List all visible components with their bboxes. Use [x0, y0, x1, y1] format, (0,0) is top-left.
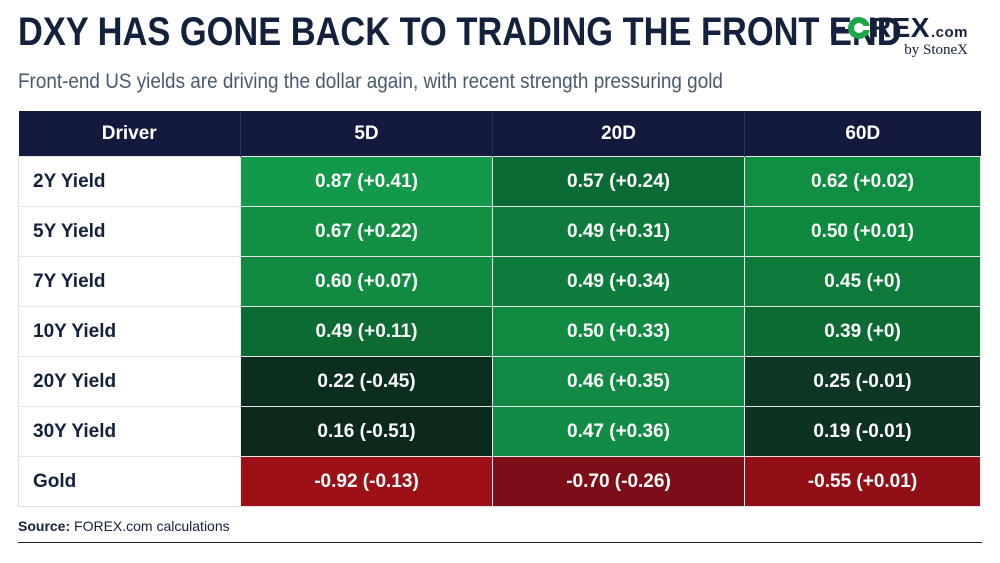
driver-label: 10Y Yield: [18, 306, 241, 357]
column-header-5d: 5D: [240, 111, 493, 157]
correlation-cell: 0.16 (-0.51): [240, 406, 493, 457]
correlation-cell: 0.47 (+0.36): [492, 406, 745, 457]
table-header-row: Driver 5D 20D 60D: [18, 111, 981, 157]
logo-text-post: REX: [870, 12, 930, 43]
correlation-cell: 0.49 (+0.11): [240, 306, 493, 357]
footer-divider: [18, 542, 982, 543]
table-row: Gold -0.92 (-0.13) -0.70 (-0.26) -0.55 (+0.…: [18, 456, 981, 507]
column-header-driver: Driver: [18, 111, 241, 157]
correlation-cell: 0.25 (-0.01): [744, 356, 981, 407]
table-row: 30Y Yield 0.16 (-0.51) 0.47 (+0.36) 0.19 (-…: [18, 406, 981, 457]
table-row: 5Y Yield 0.67 (+0.22) 0.49 (+0.31) 0.50 (+0…: [18, 206, 981, 257]
correlation-cell: -0.55 (+0.01): [744, 456, 981, 507]
column-header-20d: 20D: [492, 111, 745, 157]
chart-title: DXY HAS GONE BACK TO TRADING THE FRONT E…: [18, 10, 902, 54]
source-note: Source: FOREX.com calculations: [18, 518, 230, 534]
table-row: 7Y Yield 0.60 (+0.07) 0.49 (+0.34) 0.45 (+0…: [18, 256, 981, 307]
table-row: 10Y Yield 0.49 (+0.11) 0.50 (+0.33) 0.39 (+…: [18, 306, 981, 357]
correlation-table: Driver 5D 20D 60D 2Y Yield 0.87 (+0.41) 0.…: [18, 111, 981, 507]
correlation-cell: 0.49 (+0.34): [492, 256, 745, 307]
logo-byline: by StoneX: [904, 42, 968, 58]
correlation-cell: 0.19 (-0.01): [744, 406, 981, 457]
correlation-cell: 0.22 (-0.45): [240, 356, 493, 407]
source-label: Source:: [18, 518, 71, 534]
source-text: FOREX.com calculations: [70, 518, 230, 534]
logo-o-icon: [847, 17, 870, 39]
correlation-cell: -0.92 (-0.13): [240, 456, 493, 507]
driver-label: Gold: [18, 456, 241, 507]
chart-subtitle: Front-end US yields are driving the doll…: [18, 70, 723, 93]
correlation-cell: 0.57 (+0.24): [492, 156, 745, 207]
driver-label: 30Y Yield: [18, 406, 241, 457]
table-row: 20Y Yield 0.22 (-0.45) 0.46 (+0.35) 0.25 (-…: [18, 356, 981, 407]
forex-logo: F REX .com by StoneX: [829, 12, 968, 59]
table-body: 2Y Yield 0.87 (+0.41) 0.57 (+0.24) 0.62 (+0…: [18, 156, 981, 507]
column-header-60d: 60D: [744, 111, 981, 157]
correlation-cell: 0.45 (+0): [744, 256, 981, 307]
correlation-cell: 0.49 (+0.31): [492, 206, 745, 257]
correlation-cell: 0.50 (+0.33): [492, 306, 745, 357]
correlation-cell: 0.46 (+0.35): [492, 356, 745, 407]
driver-label: 2Y Yield: [18, 156, 241, 207]
correlation-cell: -0.70 (-0.26): [492, 456, 745, 507]
logo-text-pre: F: [829, 12, 847, 43]
correlation-cell: 0.67 (+0.22): [240, 206, 493, 257]
correlation-cell: 0.39 (+0): [744, 306, 981, 357]
table-row: 2Y Yield 0.87 (+0.41) 0.57 (+0.24) 0.62 (+0…: [18, 156, 981, 207]
correlation-cell: 0.62 (+0.02): [744, 156, 981, 207]
driver-label: 7Y Yield: [18, 256, 241, 307]
driver-label: 5Y Yield: [18, 206, 241, 257]
correlation-cell: 0.87 (+0.41): [240, 156, 493, 207]
driver-label: 20Y Yield: [18, 356, 241, 407]
logo-suffix: .com: [930, 24, 968, 41]
correlation-cell: 0.50 (+0.01): [744, 206, 981, 257]
correlation-cell: 0.60 (+0.07): [240, 256, 493, 307]
